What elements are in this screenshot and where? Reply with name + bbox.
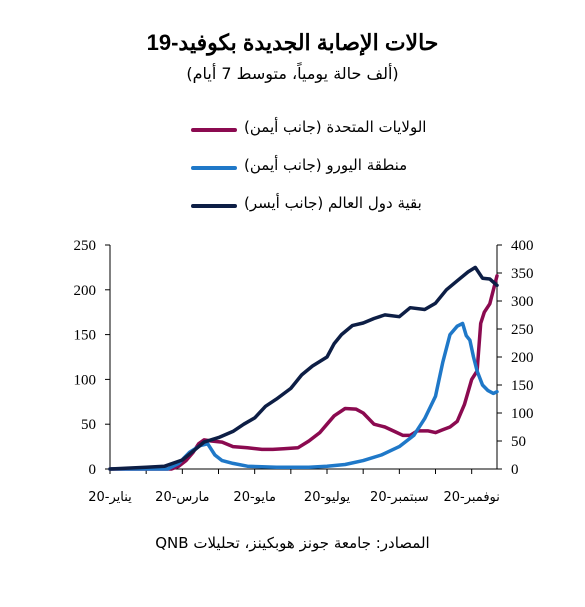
x-tick-label: مايو-20 bbox=[233, 490, 276, 505]
legend-label-euro: منطقة اليورو (جانب أيمن) bbox=[244, 156, 408, 174]
legend-label-us: الولايات المتحدة (جانب أيمن) bbox=[244, 118, 427, 136]
legend-swatch-us bbox=[191, 128, 237, 132]
right-tick-label: 0 bbox=[511, 462, 519, 478]
legend-item-world: بقية دول العالم (جانب أيسر) bbox=[170, 194, 450, 232]
chart-legend: الولايات المتحدة (جانب أيمن) منطقة اليور… bbox=[170, 118, 450, 232]
legend-swatch-world bbox=[191, 204, 237, 208]
source-note: المصادر: جامعة جونز هوبكينز، تحليلات QNB bbox=[155, 534, 430, 552]
series-line-world bbox=[108, 265, 499, 471]
left-tick-label: 250 bbox=[74, 238, 97, 254]
left-tick-label: 0 bbox=[89, 462, 97, 478]
left-tick-label: 100 bbox=[74, 372, 97, 388]
series-line-euro bbox=[108, 321, 499, 471]
chart-subtitle: (ألف حالة يومياً، متوسط 7 أيام) bbox=[186, 64, 399, 83]
right-tick-label: 350 bbox=[511, 266, 534, 282]
x-tick-label: مارس-20 bbox=[155, 490, 209, 505]
right-tick-label: 50 bbox=[511, 434, 526, 450]
left-tick-label: 200 bbox=[74, 283, 97, 299]
legend-swatch-euro bbox=[191, 166, 237, 170]
right-tick-label: 150 bbox=[511, 378, 534, 394]
x-tick-label: نوفمبر-20 bbox=[443, 490, 499, 505]
legend-item-us: الولايات المتحدة (جانب أيمن) bbox=[170, 118, 450, 156]
legend-label-world: بقية دول العالم (جانب أيسر) bbox=[244, 194, 422, 212]
x-tick-label: يوليو-20 bbox=[304, 490, 351, 505]
chart-title: حالات الإصابة الجديدة بكوفيد-19 bbox=[146, 30, 439, 55]
x-tick-label: يناير-20 bbox=[88, 490, 132, 505]
right-tick-label: 100 bbox=[511, 406, 534, 422]
right-tick-label: 250 bbox=[511, 322, 534, 338]
legend-item-euro: منطقة اليورو (جانب أيمن) bbox=[170, 156, 450, 194]
left-tick-label: 50 bbox=[81, 417, 96, 433]
x-tick-label: سبتمبر-20 bbox=[370, 490, 429, 505]
right-tick-label: 300 bbox=[511, 294, 534, 310]
left-tick-label: 150 bbox=[74, 328, 97, 344]
right-tick-label: 400 bbox=[511, 238, 534, 254]
right-tick-label: 200 bbox=[511, 350, 534, 366]
